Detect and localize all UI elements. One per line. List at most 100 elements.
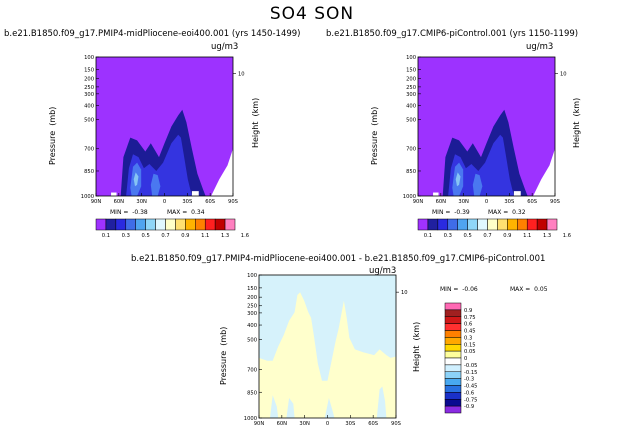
panel-3-ytick-label: 200: [247, 295, 257, 301]
panel-3-subtitle: b.e21.B1850.f09_g17.PMIP4-midPliocene-eo…: [131, 254, 546, 264]
colorbar-2-swatch: [517, 218, 528, 231]
panel-3-contour-positive: [259, 292, 396, 418]
colorbar-1-swatch: [145, 218, 156, 231]
panel-2-xtick-label: 30S: [504, 199, 514, 205]
colorbar-1-swatch: [195, 218, 206, 231]
panel-2-ytick-label: 250: [406, 85, 416, 91]
panel-3-ytick-label: 100: [247, 273, 257, 279]
panel-1-ytick-label: 250: [84, 85, 94, 91]
panel-3-contour-negative: [324, 398, 335, 418]
panel-2-contour-midblue-2: [472, 173, 483, 196]
panel-1-ytick-label: 150: [84, 68, 94, 74]
colorbar-1-label: 0.5: [142, 233, 150, 239]
colorbar-2-label: 1.6: [563, 233, 571, 239]
colorbar-3-label: -0.3: [464, 377, 474, 383]
panel-3-units: ug/m3: [369, 266, 397, 276]
panel-2-ytick-label: 200: [406, 77, 416, 83]
panel-2-ytick-label: 1000: [403, 194, 416, 200]
panel-1-mask-antarctica: [211, 148, 233, 196]
panel-1-xtick-label: 30N: [136, 199, 147, 205]
colorbar-2-label: 0.1: [424, 233, 432, 239]
panel-3-xtick-label: 90N: [254, 421, 265, 427]
colorbar-3-label: 0.15: [464, 342, 476, 348]
panel-2-xtick-label: 60N: [436, 199, 447, 205]
colorbar-1-label: 0.3: [122, 233, 130, 239]
colorbar-2-label: 0.5: [464, 233, 472, 239]
panel-3-ytick-label: 400: [247, 323, 257, 329]
colorbar-1-swatch: [214, 218, 226, 231]
colorbar-3-label: 0: [464, 356, 467, 362]
panel-3-ytick-label: 1000: [244, 416, 257, 422]
colorbar-3-swatch: [444, 399, 462, 407]
panel-1-ytick-label: 300: [84, 92, 94, 98]
panel-3-xtick-label: 30S: [345, 421, 355, 427]
panel-2-min: MIN = -0.39: [432, 209, 470, 216]
panel-1-xtick-label: 90S: [228, 199, 238, 205]
panel-2-contour-core: [455, 172, 461, 187]
colorbar-3-swatch: [444, 302, 462, 311]
colorbar-2-label: 1.1: [523, 233, 531, 239]
colorbar-2-swatch: [536, 218, 548, 231]
panel-3-contour-negative: [270, 395, 279, 418]
panel-3-ytick-label: 150: [247, 286, 257, 292]
panel-3-ytick-label: 250: [247, 304, 257, 310]
panel-3-max: MAX = 0.05: [510, 286, 548, 293]
panel-1-mask: [111, 192, 117, 196]
panel-1-min: MIN = -0.38: [110, 209, 148, 216]
panel-3-xtick-label: 60N: [277, 421, 288, 427]
panel-2-ytick-label: 400: [406, 104, 416, 110]
panel-1-xtick-label: 90N: [91, 199, 102, 205]
panel-2-mask: [433, 192, 439, 196]
colorbar-2-swatch: [427, 218, 439, 231]
colorbar-3-swatch: [444, 316, 462, 324]
colorbar-2-swatch: [507, 218, 518, 231]
colorbar-1-swatch: [155, 218, 166, 231]
panel-3-xtick-label: 60S: [368, 421, 378, 427]
colorbar-2-swatch: [417, 218, 429, 231]
colorbar-2-swatch: [437, 218, 449, 231]
panel-2-y2tick-label: 10: [560, 72, 567, 78]
colorbar-2-swatch: [497, 218, 508, 231]
panel-2-units: ug/m3: [526, 42, 554, 52]
colorbar-3-label: 0.05: [464, 349, 476, 355]
panel-1-ytick-label: 400: [84, 104, 94, 110]
colorbar-3-label: 0.45: [464, 329, 476, 335]
colorbar-3-swatch: [444, 371, 462, 379]
panel-2-mask-antarctica: [533, 148, 555, 196]
panel-1-ytick-label: 200: [84, 77, 94, 83]
colorbar-3-swatch: [444, 323, 462, 331]
colorbar-3-label: -0.75: [464, 397, 477, 403]
colorbar-1-swatch: [224, 218, 236, 231]
colorbar-2-swatch: [477, 218, 488, 231]
panel-3-y2tick-label: 10: [401, 290, 408, 296]
panel-2-subtitle: b.e21.B1850.f09_g17.CMIP6-piControl.001 …: [326, 29, 579, 39]
panel-3-ytick-label: 500: [247, 337, 257, 343]
panel-2-xtick-label: 60S: [527, 199, 537, 205]
colorbar-1-swatch: [165, 218, 176, 231]
panel-3-ytick-label: 700: [247, 367, 257, 373]
colorbar-1-swatch: [204, 218, 216, 231]
colorbar-2-swatch: [526, 218, 538, 231]
panel-2-ytick-label: 100: [406, 55, 416, 61]
colorbar-1-swatch: [135, 218, 146, 231]
colorbar-3-swatch: [444, 337, 462, 345]
colorbar-3-label: -0.9: [464, 404, 474, 410]
panel-2-ytick-label: 150: [406, 68, 416, 74]
panel-2-ytick-label: 300: [406, 92, 416, 98]
panel-1-units: ug/m3: [211, 42, 239, 52]
panel-1-ytick-label: 500: [84, 118, 94, 124]
panel-1-ytick-label: 700: [84, 147, 94, 153]
panel-2-ytick-label: 850: [406, 169, 416, 175]
colorbar-2-swatch: [457, 218, 468, 231]
colorbar-1-label: 1.1: [201, 233, 209, 239]
colorbar-3-swatch: [444, 392, 462, 400]
colorbar-3-label: -0.6: [464, 390, 474, 396]
panel-3-ytick-label: 300: [247, 311, 257, 317]
colorbar-2-label: 0.3: [444, 233, 452, 239]
colorbar-3-label: -0.15: [464, 370, 477, 376]
panel-1-contour-midblue-2: [150, 173, 161, 196]
colorbar-1-label: 0.7: [161, 233, 169, 239]
panel-3-xtick-label: 90S: [391, 421, 401, 427]
colorbar-1-swatch: [115, 218, 127, 231]
panel-1-mask: [191, 191, 199, 196]
